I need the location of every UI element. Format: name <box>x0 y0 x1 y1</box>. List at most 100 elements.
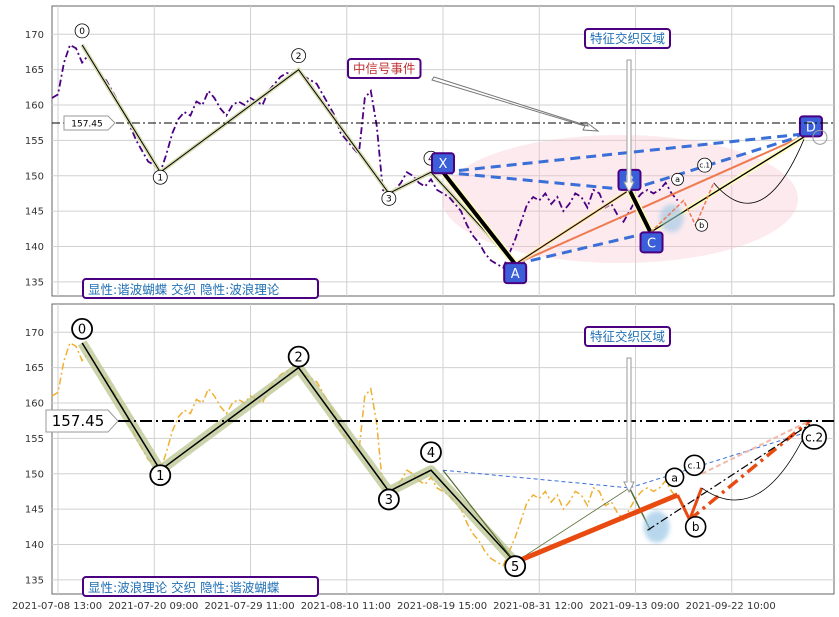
xb-echo <box>442 469 630 489</box>
xd-dashed-line <box>442 131 811 174</box>
wave-label-0-circle <box>74 23 90 39</box>
sub-label-a: a <box>671 471 678 484</box>
y-tick-label: 155 <box>25 434 44 445</box>
sub-label-a: a <box>675 175 680 184</box>
pattern-point-label: X <box>439 157 448 172</box>
zone-arrow <box>623 59 635 194</box>
event-label: 中信号事件 <box>353 61 416 76</box>
wave-label-2-circle <box>291 48 307 64</box>
projection-arc <box>713 139 805 204</box>
ad-leg-coral <box>514 132 811 266</box>
sub-label-a-circle <box>671 172 684 186</box>
c2-guide-light <box>701 419 811 475</box>
x-tick-label: 2021-09-22 10:00 <box>686 601 776 612</box>
reference-label-box <box>63 115 116 131</box>
wave-label-2-circle <box>287 345 310 368</box>
wave-label-3: 3 <box>386 195 392 205</box>
wave-label-2: 2 <box>296 52 302 62</box>
y-tick-label: 170 <box>25 30 44 41</box>
sub-wave <box>649 182 715 233</box>
sub-label-c2-circle <box>801 424 827 450</box>
pattern-point-label: C <box>647 236 656 251</box>
c-highlight <box>659 204 684 233</box>
x-tick-label: 2021-08-19 15:00 <box>397 601 487 612</box>
reference-label-box <box>45 409 119 433</box>
y-tick-label: 150 <box>25 171 44 182</box>
wave-label-4: 4 <box>427 446 435 461</box>
xa-leg <box>441 170 517 266</box>
d-ghost-circle <box>812 129 828 145</box>
y-tick-label: 135 <box>25 575 44 586</box>
ac-dashed-line <box>514 230 651 266</box>
bottom-note: 显性:谐波蝴蝶 交织 隐性:波浪理论 <box>88 282 280 297</box>
event-label-box <box>347 58 422 79</box>
top-panel: 135140145150155160165170abc.101234XABCD1… <box>25 5 835 299</box>
y-tick-label: 145 <box>25 207 44 218</box>
sub-label-c1: c.1 <box>688 462 702 472</box>
pattern-point-box <box>639 231 664 254</box>
wave-label-1: 1 <box>157 173 163 183</box>
c-highlight <box>643 510 670 543</box>
y-tick-label: 140 <box>25 540 44 551</box>
pattern-point-box <box>503 262 528 285</box>
x-axis: 2021-07-08 13:00 2021-07-20 09:00 2021-07-… <box>12 601 776 612</box>
wave-label-3-circle <box>381 191 397 206</box>
sub-label-b: b <box>699 221 704 230</box>
x-tick-label: 2021-07-08 13:00 <box>12 601 102 612</box>
zone-label: 特征交织区域 <box>590 329 665 344</box>
y-tick-label: 145 <box>25 505 44 516</box>
reference-label: 157.45 <box>52 412 105 430</box>
price-line <box>51 341 679 567</box>
x-tick-label: 2021-07-29 11:00 <box>204 601 294 612</box>
sub-label-c1-circle <box>683 454 706 477</box>
zone-label-box <box>584 326 671 347</box>
x-tick-label: 2021-07-20 09:00 <box>108 601 198 612</box>
bc-leg <box>627 189 653 234</box>
pattern-point-C: C <box>639 231 664 254</box>
x-tick-label: 2021-08-10 11:00 <box>301 601 391 612</box>
wave-label-0: 0 <box>78 323 86 338</box>
c2-guide <box>647 423 811 531</box>
wave-label-3-circle <box>377 488 400 511</box>
y-tick-label: 160 <box>25 399 44 410</box>
wave-line <box>81 342 516 563</box>
wave-label-5: 5 <box>511 560 519 575</box>
y-tick-label: 160 <box>25 101 44 112</box>
x-tick-label: 2021-08-31 12:00 <box>493 601 583 612</box>
y-tick-label: 150 <box>25 469 44 480</box>
pattern-point-label: D <box>806 120 816 135</box>
wave-label-1-circle <box>152 169 168 185</box>
wave-a-leg <box>514 492 679 565</box>
y-tick-label: 140 <box>25 242 44 253</box>
pattern-point-D: D <box>798 115 823 138</box>
zone-label: 特征交织区域 <box>590 31 665 46</box>
pattern-point-A: A <box>503 262 528 285</box>
ab-echo <box>514 487 630 563</box>
bd-echo <box>629 430 811 489</box>
sub-label-b-circle <box>684 516 707 538</box>
projection-arc <box>701 424 811 501</box>
sub-label-a-circle <box>664 467 685 488</box>
wave-label-0: 0 <box>79 27 85 37</box>
sub-label-b: b <box>692 520 700 534</box>
y-tick-label: 165 <box>25 65 44 76</box>
bottom-note-box <box>82 278 319 299</box>
sub-label-b-circle <box>695 218 709 232</box>
reference-label: 157.45 <box>71 120 103 130</box>
sub-label-c1-circle <box>697 157 713 173</box>
ab-leg <box>514 189 630 265</box>
wave-label-2: 2 <box>294 350 302 365</box>
y-tick-label: 135 <box>25 277 44 288</box>
event-arrow <box>431 76 600 132</box>
pattern-point-box <box>431 152 455 175</box>
wave-c2-projection <box>688 419 812 522</box>
zone-label-box <box>584 28 671 49</box>
wave-line <box>81 44 516 265</box>
bottom-panel: 135 140 145 150 155 160 165 170 0 1 2 3 4 5 a b c.1 c.2 15… <box>25 303 835 597</box>
sub-label-c2: c.2 <box>805 430 823 444</box>
sub-label-c1: c.1 <box>699 162 710 170</box>
price-line <box>51 43 679 269</box>
x-tick-label: 2021-09-13 09:00 <box>589 601 679 612</box>
